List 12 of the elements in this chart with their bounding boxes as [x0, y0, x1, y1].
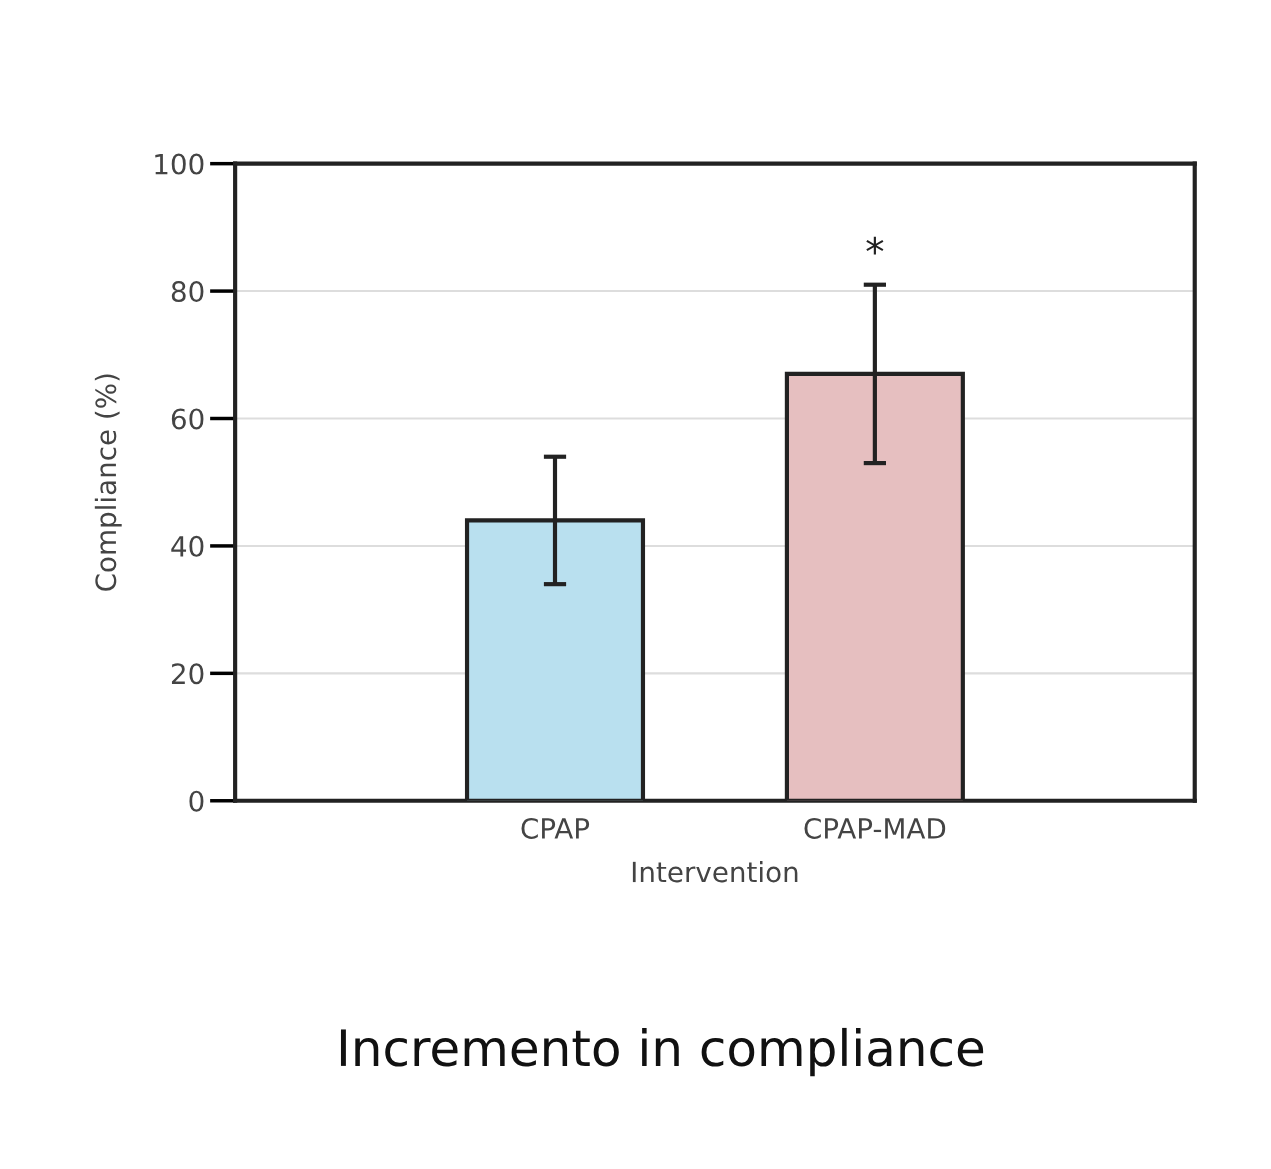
annotation: *: [866, 236, 884, 255]
text: Incremento in compliance: [340, 1027, 984, 1077]
y-tick-label: 60: [171, 408, 204, 430]
y-tick-label: 0: [189, 790, 204, 812]
y-axis-title: Compliance (%): [94, 374, 122, 591]
y-tick-label: 100: [155, 153, 204, 175]
y-tick-label: 40: [171, 535, 204, 557]
y-tick-label: 20: [171, 663, 204, 685]
x-tick-label: CPAP: [521, 817, 590, 839]
x-axis-title: Intervention: [632, 860, 798, 883]
y-tick-label: 80: [171, 281, 204, 303]
x-tick-label: CPAP-MAD: [804, 817, 946, 839]
